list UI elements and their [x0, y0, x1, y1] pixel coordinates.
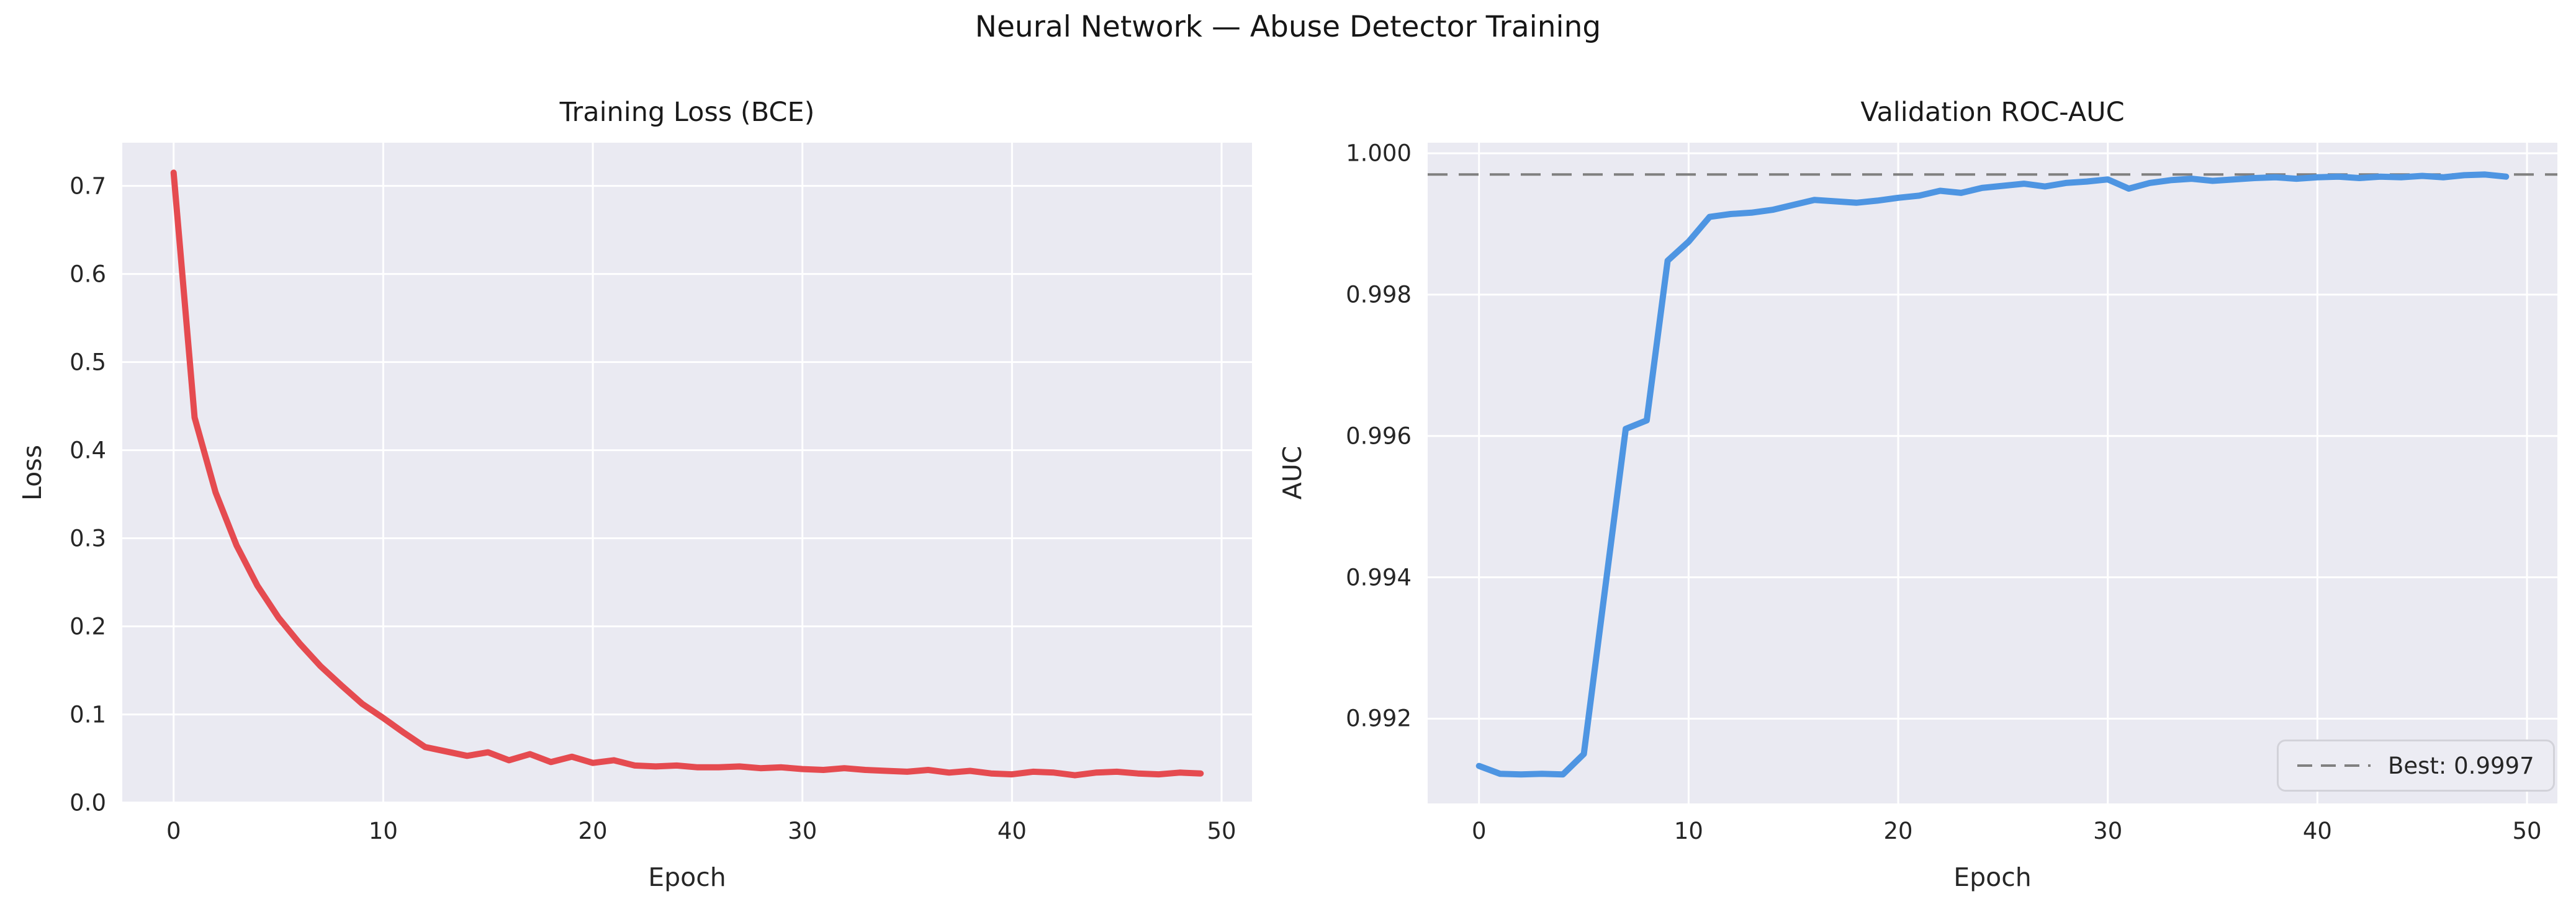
y-tick-label: 0.7 [70, 172, 106, 200]
x-tick-label: 0 [166, 818, 181, 844]
x-tick-label: 40 [2302, 818, 2332, 844]
y-tick-label: 0.994 [1346, 564, 1412, 591]
x-tick-label: 20 [1883, 818, 1913, 844]
auc-line-chart [1428, 143, 2557, 803]
auc-x-axis-label: Epoch [1953, 862, 2032, 892]
y-tick-label: 0.996 [1346, 422, 1412, 450]
y-tick-label: 0.998 [1346, 281, 1412, 308]
loss-chart-title: Training Loss (BCE) [559, 97, 815, 128]
y-tick-label: 0.0 [70, 789, 106, 816]
x-tick-label: 30 [2093, 818, 2123, 844]
y-tick-label: 0.992 [1346, 705, 1412, 732]
x-tick-label: 30 [788, 818, 817, 844]
x-tick-label: 50 [2512, 818, 2542, 844]
y-tick-label: 1.000 [1346, 140, 1412, 167]
y-tick-label: 0.4 [70, 437, 106, 464]
y-tick-label: 0.2 [70, 613, 106, 640]
x-tick-label: 20 [578, 818, 608, 844]
y-tick-label: 0.1 [70, 701, 106, 728]
best-auc-legend-label: Best: 0.9997 [2388, 752, 2534, 779]
dashed-line-sample-icon [2297, 764, 2371, 767]
x-tick-label: 0 [1471, 818, 1487, 844]
auc-y-axis-label: AUC [1277, 445, 1307, 500]
figure-title: Neural Network — Abuse Detector Training [975, 10, 1601, 44]
y-tick-label: 0.3 [70, 525, 106, 552]
y-tick-label: 0.6 [70, 261, 106, 288]
auc-plot-area [1428, 143, 2557, 803]
loss-plot-area [122, 143, 1252, 803]
x-tick-label: 10 [368, 818, 398, 844]
loss-line-chart [122, 143, 1252, 803]
best-auc-legend: Best: 0.9997 [2277, 740, 2555, 792]
x-tick-label: 10 [1673, 818, 1703, 844]
x-tick-label: 40 [997, 818, 1027, 844]
loss-x-axis-label: Epoch [648, 862, 726, 892]
y-tick-label: 0.5 [70, 349, 106, 376]
x-tick-label: 50 [1207, 818, 1236, 844]
auc-chart-title: Validation ROC-AUC [1860, 97, 2125, 128]
